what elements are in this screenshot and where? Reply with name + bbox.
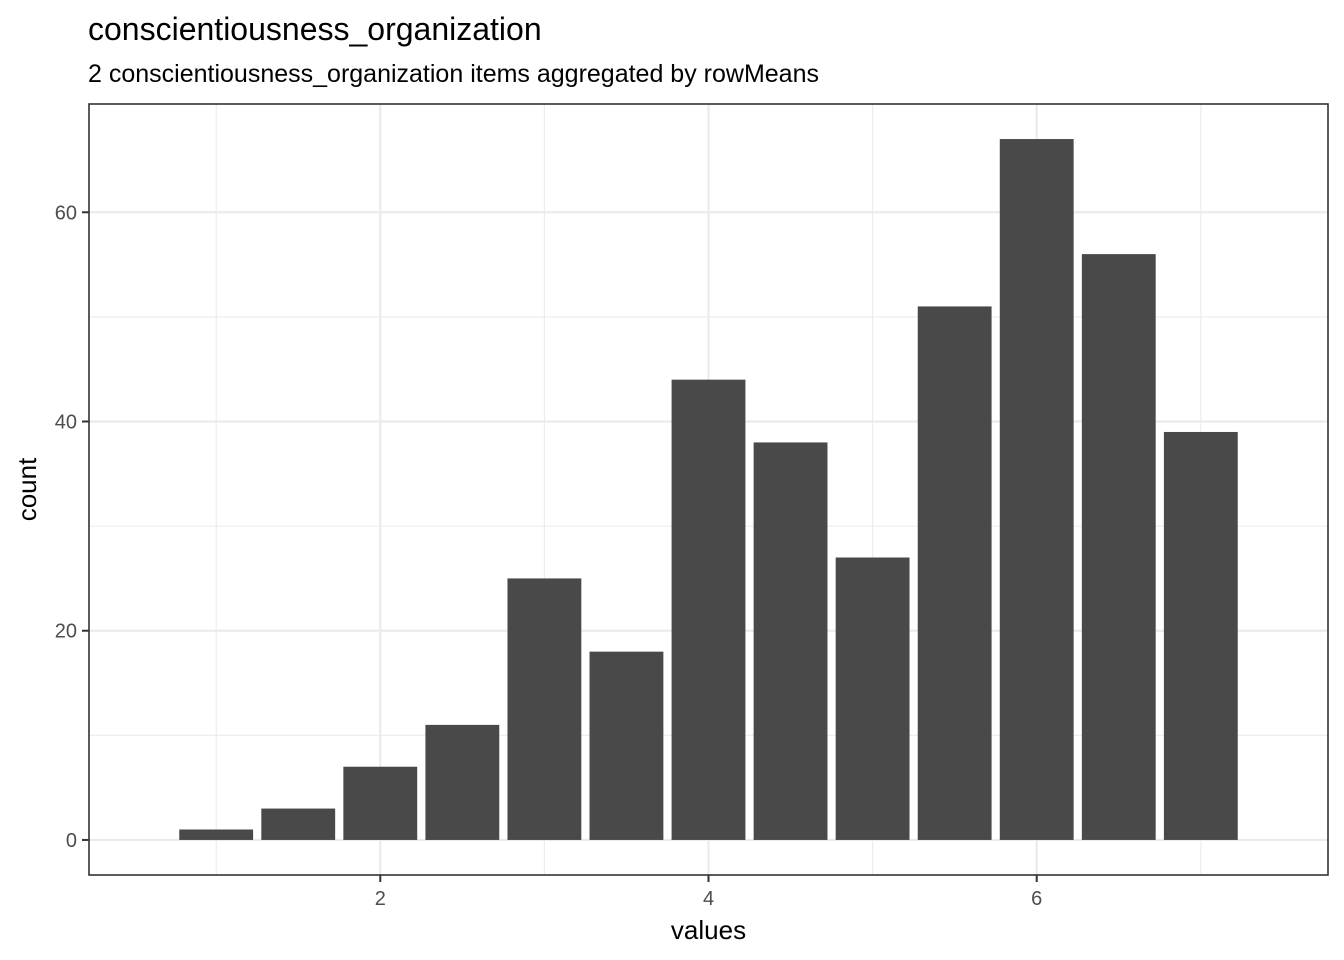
x-tick-label: 2 [375,888,386,910]
bar [343,766,418,840]
y-tick-label: 40 [55,412,77,434]
y-tick-label: 60 [55,202,77,224]
bar [179,829,254,840]
chart-subtitle: 2 conscientiousness_organization items a… [88,60,819,88]
bar [917,306,992,840]
bar [999,139,1074,840]
x-tick-label: 4 [703,888,714,910]
bar [671,379,746,840]
x-axis-title: values [671,915,746,945]
y-tick-label: 0 [66,830,77,852]
chart-title: conscientiousness_organization [88,11,542,47]
bar [1163,431,1238,840]
y-tick-label: 20 [55,621,77,643]
x-tick-label: 6 [1031,888,1042,910]
y-axis: 0 20 40 60 [55,202,89,852]
bar [261,808,336,840]
bar [507,578,582,840]
bars [179,139,1238,840]
y-axis-title: count [12,457,42,521]
bar [425,724,500,840]
bar [1081,254,1156,840]
bar [589,651,664,840]
bar [835,557,910,840]
bar [753,442,828,840]
x-axis: 2 4 6 [375,875,1042,910]
